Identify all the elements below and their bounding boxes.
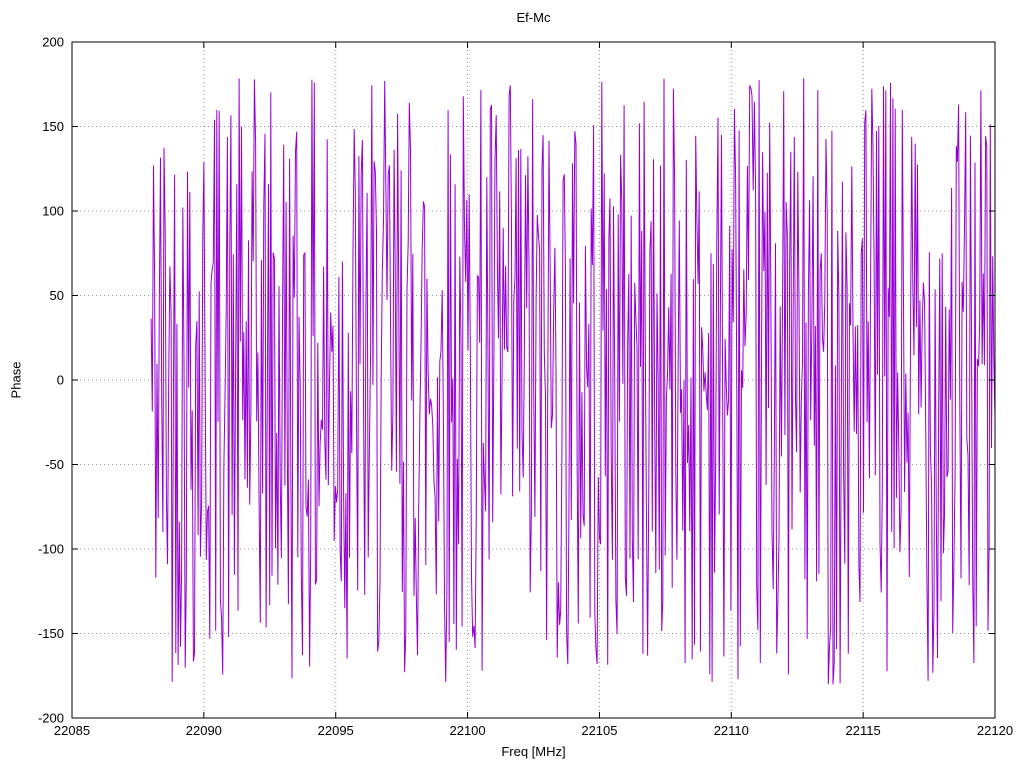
x-tick-label: 22100 bbox=[449, 723, 485, 738]
x-tick-label: 22095 bbox=[318, 723, 354, 738]
x-tick-label: 22115 bbox=[846, 723, 881, 738]
x-tick-label: 22105 bbox=[581, 723, 617, 738]
data-series-line bbox=[150, 78, 996, 685]
y-tick-label: -50 bbox=[45, 457, 64, 472]
tick-labels: 22085 22090 22095 22100 22105 22110 22115 22120… bbox=[38, 35, 1013, 739]
y-tick-label: 100 bbox=[42, 204, 64, 219]
y-tick-label: 0 bbox=[57, 373, 64, 388]
y-tick-label: -150 bbox=[38, 626, 64, 641]
y-axis-label: Phase bbox=[8, 361, 24, 399]
grid-lines bbox=[72, 42, 995, 718]
y-tick-label: -200 bbox=[38, 711, 64, 726]
x-axis-label: Freq [MHz] bbox=[501, 744, 566, 759]
y-tick-label: 50 bbox=[50, 288, 64, 303]
x-tick-label: 22085 bbox=[54, 723, 90, 738]
y-tick-label: 200 bbox=[42, 35, 64, 50]
x-tick-label: 22090 bbox=[186, 723, 222, 738]
x-tick-label: 22120 bbox=[977, 723, 1013, 738]
x-tick-label: 22110 bbox=[714, 723, 749, 738]
plot-border bbox=[71, 41, 996, 719]
y-tick-label: 150 bbox=[42, 119, 64, 134]
y-tick-label: -100 bbox=[38, 542, 64, 557]
chart-title: Ef-Mc bbox=[516, 10, 551, 25]
